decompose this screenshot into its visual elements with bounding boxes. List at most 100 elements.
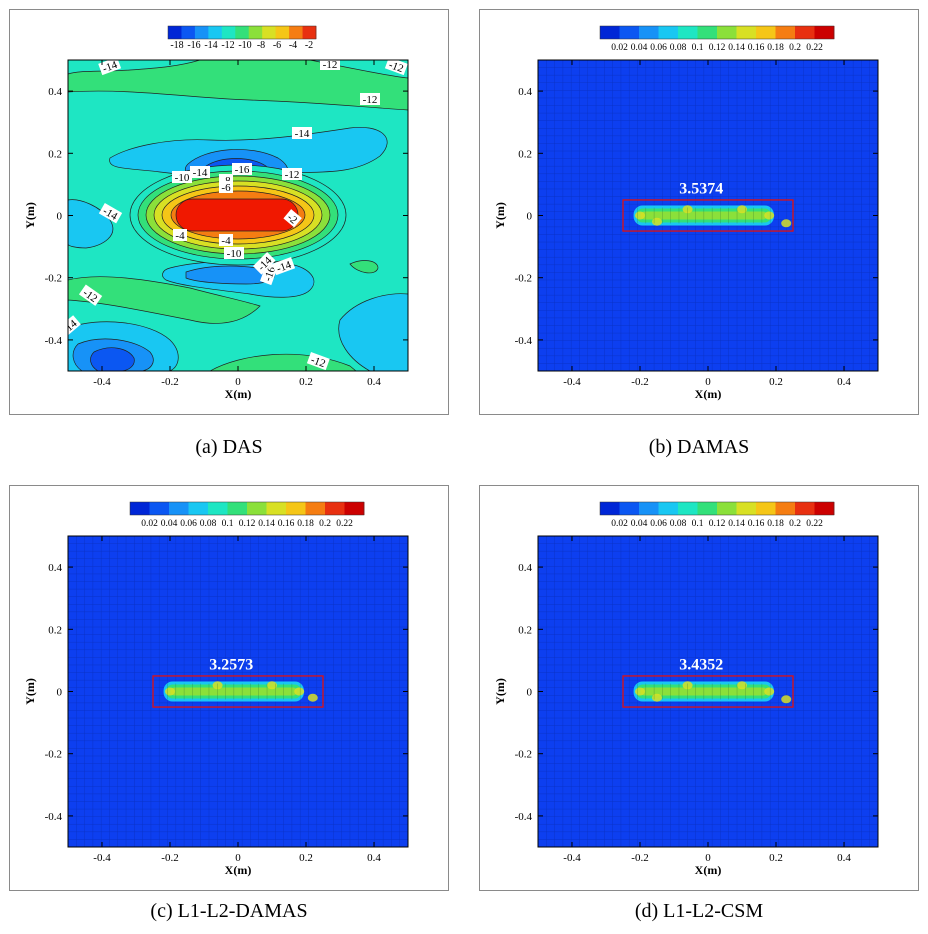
panel-damas: 0.02 0.04 0.06 0.08 0.1 0.12 0.14 0.16 0.18 0.2 0.… [479, 9, 919, 415]
colorbar-swatch [678, 26, 698, 39]
x-tick-label: 0 [235, 852, 241, 864]
colorbar-tick-label: 0.08 [670, 519, 687, 529]
y-tick-label: -0.4 [45, 811, 63, 823]
contour-label: -12 [309, 354, 327, 370]
colorbar-swatch [697, 502, 718, 515]
x-tick-label: -0.4 [93, 852, 111, 864]
caption-b: (b) DAMAS [648, 436, 750, 458]
y-tick-label: -0.4 [515, 811, 533, 823]
caption-c: (c) L1-L2-DAMAS [150, 900, 308, 922]
panel-l1-l2-damas: 0.02 0.04 0.06 0.08 0.1 0.12 0.14 0.16 0.18 0.2 0.… [9, 485, 449, 891]
x-tick-label: 0.2 [769, 376, 783, 388]
source-strip [163, 681, 318, 702]
x-tick-label: 0.4 [367, 376, 381, 388]
colorbar-tick-label: 0.06 [650, 519, 667, 529]
colorbar-tick-label: 0.22 [806, 43, 823, 53]
x-tick-label: 0 [235, 376, 241, 388]
contour-label: -10 [227, 248, 242, 260]
y-axis-label: Y(m) [493, 202, 507, 229]
colorbar-swatch [795, 502, 815, 515]
source-strip [633, 681, 792, 704]
colorbar-tick-label: -4 [289, 40, 297, 51]
source-point [212, 681, 223, 690]
colorbar-tick-label: 0.12 [239, 519, 256, 529]
y-axis-label: Y(m) [493, 678, 507, 705]
source-point [781, 219, 792, 228]
colorbar-tick-label: 0.08 [670, 43, 687, 53]
source-point [652, 693, 662, 702]
source-point [635, 687, 645, 696]
colorbar-tick-label: -18 [170, 40, 183, 51]
x-tick-label: -0.2 [631, 852, 648, 864]
colorbar-swatch [795, 26, 815, 39]
x-axis-label: X(m) [695, 863, 722, 877]
y-tick-label: -0.2 [515, 273, 532, 285]
contour-label: -6 [221, 182, 231, 194]
contour-band [68, 276, 261, 324]
axes: -0.4 -0.2 0 0.2 0.4 0.4 0.2 0 -0.2 -0.4 X(m) Y(m) [493, 60, 878, 401]
colorbar-swatch [208, 26, 223, 39]
colorbar [167, 25, 317, 40]
x-tick-label: 0.2 [769, 852, 783, 864]
colorbar-swatch [266, 502, 287, 515]
contour-label: -14 [61, 317, 80, 336]
contour-label: -10 [175, 172, 190, 184]
contour-label: -4 [175, 230, 185, 242]
colorbar-tick-label: 0.16 [748, 519, 765, 529]
axes: -0.4 -0.2 0 0.2 0.4 0.4 0.2 0 -0.2 -0.4 X(m) Y(m) [23, 60, 408, 401]
x-tick-label: 0.2 [299, 376, 313, 388]
colorbar-tick-label: -2 [305, 40, 313, 51]
peak-annotation: 3.4352 [679, 657, 723, 674]
colorbar-swatch [639, 502, 659, 515]
axes: -0.4 -0.2 0 0.2 0.4 0.4 0.2 0 -0.2 -0.4 X(m) Y(m) [23, 536, 408, 877]
das-chart: -18 -16 -14 -12 -10 -8 -6 -4 -2 [23, 25, 409, 401]
source-point [165, 687, 175, 696]
source-point [267, 681, 277, 690]
contour-label: -4 [221, 235, 231, 247]
colorbar-swatch [169, 502, 189, 515]
source-point [307, 693, 318, 702]
colorbar-tick-label: 0.04 [161, 519, 178, 529]
colorbar-tick-label: 0.08 [200, 519, 217, 529]
y-tick-label: -0.2 [45, 749, 62, 761]
y-tick-label: 0 [57, 687, 63, 699]
peak-annotation: 3.5374 [679, 181, 723, 198]
panel-das: -18 -16 -14 -12 -10 -8 -6 -4 -2 [9, 9, 449, 415]
colorbar-swatch [149, 502, 170, 515]
x-tick-label: -0.4 [93, 376, 111, 388]
colorbar-swatch [262, 26, 277, 39]
colorbar-tick-label: 0.06 [650, 43, 667, 53]
y-tick-label: 0 [57, 211, 63, 223]
colorbar-tick-label: 0.22 [806, 519, 823, 529]
source-point [294, 687, 305, 696]
colorbar-tick-label: 0.2 [789, 43, 801, 53]
y-tick-label: 0 [527, 211, 533, 223]
colorbar-tick-label: 0.04 [631, 43, 648, 53]
x-tick-label: 0.4 [837, 376, 851, 388]
l1-l2-damas-chart: 0.02 0.04 0.06 0.08 0.1 0.12 0.14 0.16 0.18 0.2 0.… [23, 501, 409, 877]
x-tick-label: 0 [705, 376, 711, 388]
colorbar-tick-label: -16 [187, 40, 200, 51]
source-point [781, 695, 792, 704]
x-axis-label: X(m) [225, 863, 252, 877]
damas-chart: 0.02 0.04 0.06 0.08 0.1 0.12 0.14 0.16 0.18 0.2 0.… [493, 25, 879, 401]
contour-label: -16 [235, 164, 250, 176]
colorbar-tick-label: 0.2 [319, 519, 331, 529]
colorbar-swatch [658, 26, 679, 39]
colorbar-frame [129, 501, 365, 516]
colorbar-swatch [639, 26, 659, 39]
y-tick-label: 0 [527, 687, 533, 699]
contour-band [90, 347, 135, 371]
colorbar-swatch [736, 26, 757, 39]
source-point [652, 217, 662, 226]
colorbar-swatch [344, 502, 365, 515]
colorbar-swatch [302, 26, 317, 39]
peak-annotation: 3.2573 [209, 657, 253, 674]
y-tick-label: 0.2 [518, 148, 532, 160]
colorbar-swatch [756, 26, 776, 39]
y-tick-label: 0.2 [518, 624, 532, 636]
caption-d: (d) L1-L2-CSM [634, 900, 764, 922]
colorbar-swatch [600, 502, 620, 515]
contour-peak [175, 198, 299, 232]
colorbar [599, 25, 835, 40]
